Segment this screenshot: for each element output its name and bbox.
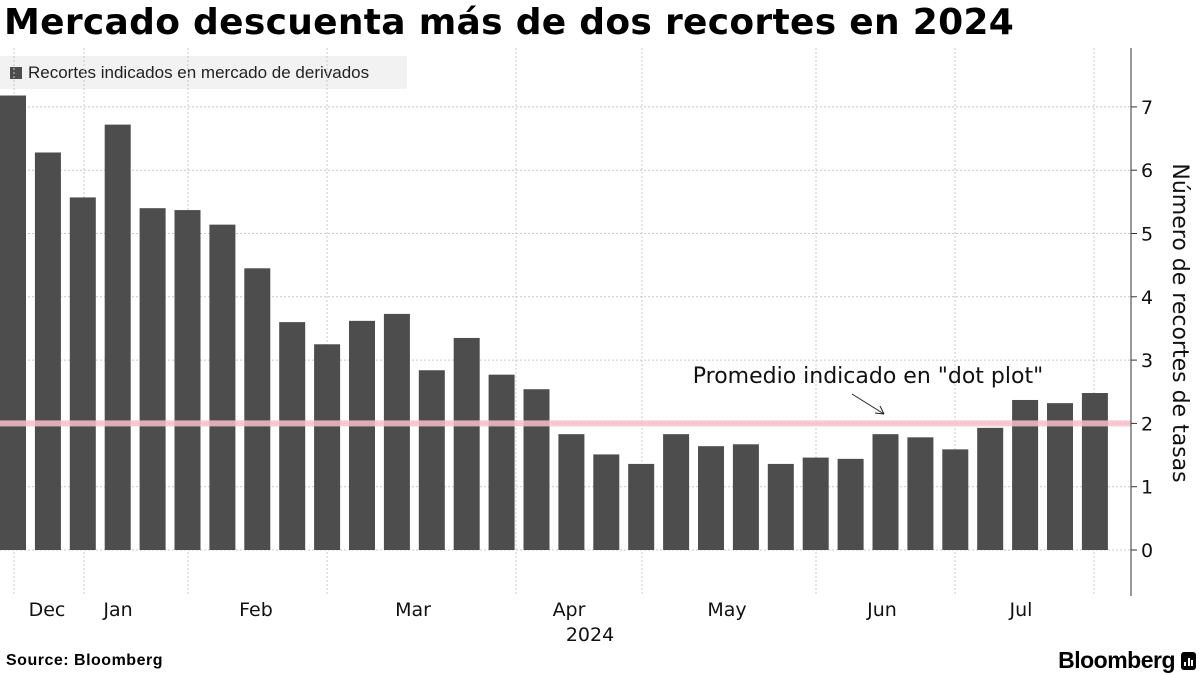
bar bbox=[1047, 403, 1073, 550]
bar bbox=[698, 446, 724, 550]
bar bbox=[0, 95, 26, 551]
bar bbox=[942, 449, 969, 550]
y-tick-label: 7 bbox=[1141, 97, 1153, 119]
legend-label: Recortes indicados en mercado de derivad… bbox=[28, 62, 370, 82]
bar bbox=[174, 210, 201, 551]
x-tick-label: Jul bbox=[1009, 599, 1033, 621]
y-axis-title: Número de recortes de tasas bbox=[1167, 163, 1192, 482]
y-tick-label: 4 bbox=[1141, 287, 1153, 309]
source-note: Source: Bloomberg bbox=[6, 652, 163, 669]
bar bbox=[453, 337, 480, 550]
bar bbox=[732, 444, 759, 550]
legend-swatch bbox=[10, 66, 22, 79]
bar bbox=[1081, 393, 1108, 550]
x-tick-label: Dec bbox=[29, 599, 66, 621]
bar bbox=[104, 124, 131, 551]
x-tick-label: Jun bbox=[866, 599, 897, 621]
bar bbox=[314, 344, 341, 550]
y-tick-label: 5 bbox=[1141, 224, 1153, 246]
x-tick-label: Jan bbox=[102, 599, 132, 621]
brand-logo: Bloomberg bbox=[1058, 647, 1196, 674]
brand-name: Bloomberg bbox=[1058, 647, 1175, 673]
bar bbox=[488, 374, 515, 550]
annotation-arrowhead bbox=[874, 405, 885, 415]
annotation-arrow bbox=[851, 393, 885, 415]
reference-annotation: Promedio indicado en "dot plot" bbox=[693, 364, 1043, 389]
bar bbox=[244, 268, 271, 550]
bar bbox=[523, 389, 550, 550]
bar bbox=[837, 458, 864, 550]
bar bbox=[767, 463, 794, 550]
bar-layer bbox=[0, 95, 1108, 551]
y-tick-label: 1 bbox=[1141, 477, 1153, 499]
x-tick-label: Feb bbox=[239, 599, 273, 621]
x-tick-label: May bbox=[707, 599, 746, 621]
bar bbox=[663, 434, 690, 550]
axis-layer: 0 1 2 3 4 5 6 7 Número de recortes de tasas Dec Ja… bbox=[29, 48, 1192, 646]
x-tick-label: Mar bbox=[395, 599, 431, 621]
bar bbox=[279, 322, 306, 550]
bar bbox=[558, 434, 585, 550]
bar bbox=[34, 152, 61, 550]
bar bbox=[628, 463, 655, 550]
bar bbox=[209, 224, 236, 550]
legend: Recortes indicados en mercado de derivad… bbox=[0, 56, 407, 89]
bar bbox=[593, 454, 620, 550]
bar bbox=[139, 208, 166, 550]
bar bbox=[977, 427, 1004, 550]
y-tick-label: 2 bbox=[1141, 413, 1153, 435]
bar bbox=[349, 320, 375, 550]
bar bbox=[872, 434, 899, 550]
bar bbox=[383, 313, 410, 550]
bar bbox=[802, 457, 829, 550]
bloomberg-terminal-icon bbox=[1181, 651, 1196, 670]
x-tick-label: Apr bbox=[553, 599, 586, 621]
y-tick-label: 3 bbox=[1141, 350, 1153, 372]
bar bbox=[907, 437, 934, 550]
reference-layer: Promedio indicado en "dot plot" bbox=[0, 364, 1131, 427]
reference-line bbox=[0, 420, 1131, 427]
x-year-label: 2024 bbox=[566, 624, 614, 646]
bar bbox=[418, 370, 445, 550]
y-tick-label: 0 bbox=[1141, 540, 1153, 562]
bar bbox=[69, 197, 96, 550]
chart-title: Mercado descuenta más de dos recortes en… bbox=[4, 2, 1015, 43]
y-tick-label: 6 bbox=[1141, 160, 1153, 182]
